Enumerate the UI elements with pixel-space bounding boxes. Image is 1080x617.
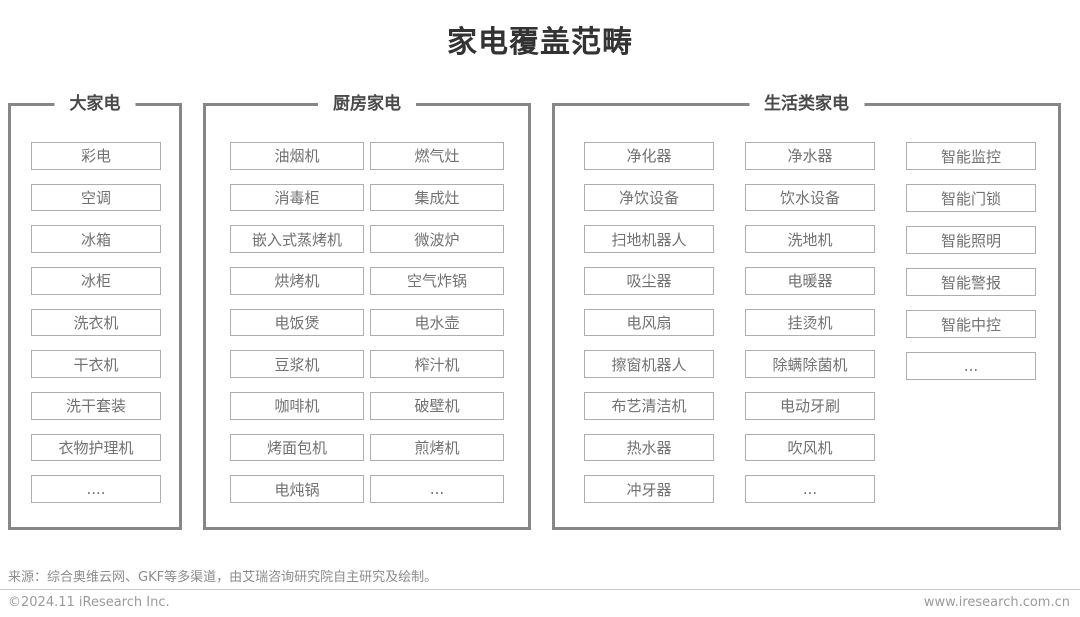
appliance-item: 冰柜 bbox=[31, 267, 161, 295]
group-columns: 彩电空调冰箱冰柜洗衣机干衣机洗干套装衣物护理机.... bbox=[11, 106, 179, 527]
appliance-column: 净水器饮水设备洗地机电暖器挂烫机除螨除菌机电动牙刷吹风机... bbox=[745, 142, 875, 504]
appliance-item: 净化器 bbox=[584, 142, 714, 170]
appliance-item: ... bbox=[906, 352, 1036, 380]
appliance-item: 吹风机 bbox=[745, 433, 875, 462]
groups-container: 大家电 彩电空调冰箱冰柜洗衣机干衣机洗干套装衣物护理机.... 厨房家电 油烟机… bbox=[8, 92, 1061, 530]
appliance-item: 擦窗机器人 bbox=[584, 350, 714, 379]
copyright-text: ©2024.11 iResearch Inc. bbox=[8, 595, 170, 610]
appliance-column: 净化器净饮设备扫地机器人吸尘器电风扇擦窗机器人布艺清洁机热水器冲牙器 bbox=[584, 142, 714, 504]
group-title: 生活类家电 bbox=[749, 92, 864, 116]
group-box-lifestyle-appliances: 生活类家电 净化器净饮设备扫地机器人吸尘器电风扇擦窗机器人布艺清洁机热水器冲牙器… bbox=[552, 92, 1061, 530]
appliance-item: 电风扇 bbox=[584, 308, 714, 337]
appliance-item: 冰箱 bbox=[31, 225, 161, 254]
appliance-item: 燃气灶 bbox=[370, 142, 504, 170]
appliance-column: 智能监控智能门锁智能照明智能警报智能中控... bbox=[906, 142, 1036, 503]
appliance-item: 消毒柜 bbox=[230, 183, 364, 212]
appliance-item: 烤面包机 bbox=[230, 433, 364, 462]
appliance-column: 油烟机消毒柜嵌入式蒸烤机 烘烤机电饭煲豆浆机咖啡机烤面包机电炖锅 bbox=[230, 142, 364, 504]
appliance-item: 智能中控 bbox=[906, 310, 1036, 338]
appliance-item: 洗衣机 bbox=[31, 308, 161, 337]
appliance-item: ... bbox=[745, 475, 875, 504]
appliance-column: 彩电空调冰箱冰柜洗衣机干衣机洗干套装衣物护理机.... bbox=[31, 142, 161, 504]
appliance-item: 挂烫机 bbox=[745, 308, 875, 337]
appliance-item: 空气炸锅 bbox=[370, 267, 504, 295]
group-columns: 净化器 净饮设备 扫地机器人 吸尘器 电风扇 擦窗机器人 布艺清洁机 热水器 冲牙器 净水器 饮水设… bbox=[555, 106, 1058, 527]
appliance-item: 衣物护理机 bbox=[31, 433, 161, 462]
appliance-item: 智能警报 bbox=[906, 268, 1036, 296]
appliance-item: 彩电 bbox=[31, 142, 161, 170]
appliance-item: 干衣机 bbox=[31, 350, 161, 379]
website-text: www.iresearch.com.cn bbox=[923, 595, 1070, 610]
appliance-item: 咖啡机 bbox=[230, 392, 364, 420]
appliance-item: 微波炉 bbox=[370, 225, 504, 254]
footer-divider bbox=[0, 589, 1080, 590]
appliance-item: 烘烤机 bbox=[230, 267, 364, 295]
appliance-item: 洗干套装 bbox=[31, 392, 161, 420]
appliance-item: 扫地机器人 bbox=[584, 225, 714, 254]
appliance-item: 电水壶 bbox=[370, 308, 504, 337]
appliance-item: 嵌入式蒸烤机 bbox=[230, 225, 364, 254]
appliance-item: 油烟机 bbox=[230, 142, 364, 170]
appliance-item: 集成灶 bbox=[370, 183, 504, 212]
appliance-item: 智能门锁 bbox=[906, 184, 1036, 212]
group-title: 厨房家电 bbox=[318, 92, 416, 116]
appliance-item: 空调 bbox=[31, 183, 161, 212]
appliance-item: .... bbox=[31, 475, 161, 504]
appliance-item: 除螨除菌机 bbox=[745, 350, 875, 379]
appliance-item: 净饮设备 bbox=[584, 183, 714, 212]
appliance-item: 饮水设备 bbox=[745, 183, 875, 212]
appliance-item: 电饭煲 bbox=[230, 308, 364, 337]
appliance-item: 冲牙器 bbox=[584, 475, 714, 504]
appliance-item: 智能监控 bbox=[906, 142, 1036, 170]
appliance-item: 破壁机 bbox=[370, 392, 504, 420]
appliance-item: 电暖器 bbox=[745, 267, 875, 295]
appliance-item: 吸尘器 bbox=[584, 267, 714, 295]
appliance-item: 电炖锅 bbox=[230, 475, 364, 504]
group-box-kitchen-appliances: 厨房家电 油烟机 消毒柜 嵌入式蒸烤机 烘烤机 电饭煲 豆浆机 咖啡机 烤面包机 电炖锅 燃气灶集… bbox=[203, 92, 531, 530]
appliance-item: 榨汁机 bbox=[370, 350, 504, 379]
group-title: 大家电 bbox=[54, 92, 136, 116]
appliance-item: 电动牙刷 bbox=[745, 392, 875, 420]
appliance-item: 豆浆机 bbox=[230, 350, 364, 379]
appliance-column: 燃气灶集成灶微波炉空气炸锅电水壶榨汁机破壁机煎烤机... bbox=[370, 142, 504, 504]
footer-bar: ©2024.11 iResearch Inc. www.iresearch.co… bbox=[0, 595, 1080, 610]
appliance-item: 热水器 bbox=[584, 433, 714, 462]
appliance-item: 净水器 bbox=[745, 142, 875, 170]
appliance-item: 洗地机 bbox=[745, 225, 875, 254]
appliance-item: 布艺清洁机 bbox=[584, 392, 714, 420]
source-note: 来源：综合奥维云网、GKF等多渠道，由艾瑞咨询研究院自主研究及绘制。 bbox=[8, 570, 438, 585]
appliance-item: ... bbox=[370, 475, 504, 504]
page-title: 家电覆盖范畴 bbox=[447, 25, 633, 60]
group-box-major-appliances: 大家电 彩电空调冰箱冰柜洗衣机干衣机洗干套装衣物护理机.... bbox=[8, 92, 182, 530]
appliance-item: 智能照明 bbox=[906, 226, 1036, 254]
group-columns: 油烟机 消毒柜 嵌入式蒸烤机 烘烤机 电饭煲 豆浆机 咖啡机 烤面包机 电炖锅 燃气灶 集成灶 微波炉… bbox=[206, 106, 528, 527]
appliance-item: 煎烤机 bbox=[370, 433, 504, 462]
